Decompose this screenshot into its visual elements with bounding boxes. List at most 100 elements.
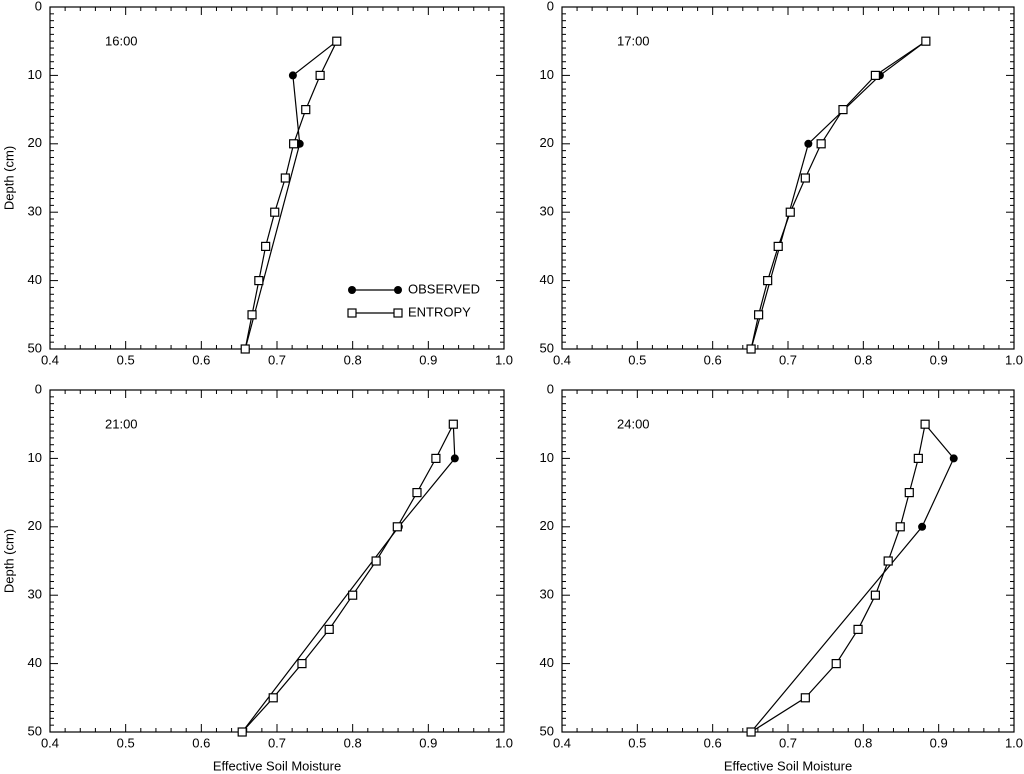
series-line [750, 40, 927, 350]
plot-frame [561, 389, 1015, 733]
point [800, 173, 810, 183]
series-line [244, 40, 338, 350]
axes [49, 6, 505, 350]
x-tick-label: 0.6 [704, 352, 722, 367]
legend-marker [348, 286, 356, 294]
axes [49, 389, 505, 733]
point [324, 624, 334, 635]
point [895, 522, 905, 532]
series-line [244, 40, 338, 350]
x-tick-label: 0.7 [268, 735, 286, 750]
point [816, 139, 826, 149]
x-tick-label: 0.8 [854, 735, 872, 750]
point [268, 693, 278, 703]
y-tick-label: 20 [28, 135, 42, 150]
panel-time-label: 24:00 [617, 416, 650, 431]
series-line [750, 423, 955, 733]
panel-time-label: 17:00 [617, 33, 650, 48]
point [754, 310, 764, 320]
x-axis-label: Effective Soil Moisture [724, 758, 852, 773]
axes [561, 6, 1015, 350]
series-line [241, 424, 456, 733]
point [800, 693, 810, 703]
y-tick-label: 0 [547, 0, 554, 13]
x-tick-label: 1.0 [495, 352, 513, 367]
axes [561, 389, 1015, 733]
point [450, 454, 459, 463]
point [412, 488, 422, 498]
x-tick-label: 0.7 [779, 735, 797, 750]
point [831, 658, 841, 669]
y-tick-label: 30 [28, 587, 42, 602]
point [746, 344, 756, 354]
point [904, 488, 914, 498]
y-tick-label: 20 [540, 135, 554, 150]
point [785, 207, 795, 217]
point [883, 556, 893, 566]
panel-time-label: 21:00 [105, 416, 138, 431]
point [315, 70, 325, 81]
x-tick-label: 0.9 [419, 735, 437, 750]
point [763, 276, 773, 286]
panel: 0.4 0.5 0.6 0.7 0.8 0.9 1.0 0 10 20 30 40 50 Depth (c… [1, 0, 513, 367]
x-tick-label: 0.9 [930, 735, 948, 750]
y-tick-label: 30 [540, 204, 554, 219]
y-tick-label: 30 [28, 204, 42, 219]
point [870, 590, 880, 600]
y-axis-label: Depth (cm) [1, 529, 16, 593]
x-tick-label: 0.6 [192, 735, 210, 750]
x-tick-label: 0.8 [854, 352, 872, 367]
point [371, 556, 381, 566]
point [254, 276, 264, 286]
x-tick-label: 0.5 [117, 352, 135, 367]
point [448, 419, 458, 429]
point [332, 36, 342, 46]
y-tick-label: 40 [540, 272, 554, 287]
point [348, 590, 358, 600]
y-tick-label: 40 [28, 272, 42, 287]
legend-marker [347, 308, 357, 318]
legend-marker [394, 286, 402, 294]
y-tick-label: 50 [28, 723, 42, 738]
point [804, 139, 813, 148]
x-tick-label: 0.5 [628, 352, 646, 367]
x-tick-label: 0.9 [419, 352, 437, 367]
x-tick-label: 0.8 [344, 735, 362, 750]
y-tick-label: 50 [28, 340, 42, 355]
point [237, 727, 247, 737]
x-tick-label: 0.4 [553, 352, 571, 367]
y-axis-label: Depth (cm) [1, 146, 16, 210]
panel: 0.4 0.5 0.6 0.7 0.8 0.9 1.0 0 10 20 30 40 50 Effectiv… [540, 381, 1024, 773]
y-tick-label: 50 [540, 340, 554, 355]
x-tick-label: 0.4 [41, 735, 59, 750]
panel: 0.4 0.5 0.6 0.7 0.8 0.9 1.0 0 10 20 30 40 50 Effectiv… [1, 381, 513, 773]
point [838, 104, 848, 115]
point [240, 344, 250, 354]
series-line [750, 424, 926, 733]
x-tick-label: 0.6 [704, 735, 722, 750]
point [247, 310, 257, 320]
point [921, 36, 931, 46]
point [297, 658, 307, 669]
legend-label: ENTROPY [408, 304, 471, 319]
y-tick-label: 10 [28, 450, 42, 465]
point [288, 71, 297, 80]
x-tick-label: 0.6 [192, 352, 210, 367]
legend-label: OBSERVED [408, 281, 480, 296]
point [280, 173, 290, 183]
point [270, 207, 280, 217]
x-tick-label: 0.9 [930, 352, 948, 367]
point [773, 241, 783, 251]
point [913, 453, 923, 463]
x-tick-label: 0.8 [344, 352, 362, 367]
panel-time-label: 16:00 [105, 33, 138, 48]
x-axis-label: Effective Soil Moisture [213, 758, 341, 773]
x-tick-label: 1.0 [1005, 735, 1023, 750]
y-tick-label: 0 [35, 381, 42, 396]
x-tick-label: 1.0 [495, 735, 513, 750]
x-tick-label: 0.7 [268, 352, 286, 367]
x-tick-label: 0.4 [553, 735, 571, 750]
point [918, 522, 927, 531]
y-tick-label: 40 [28, 655, 42, 670]
